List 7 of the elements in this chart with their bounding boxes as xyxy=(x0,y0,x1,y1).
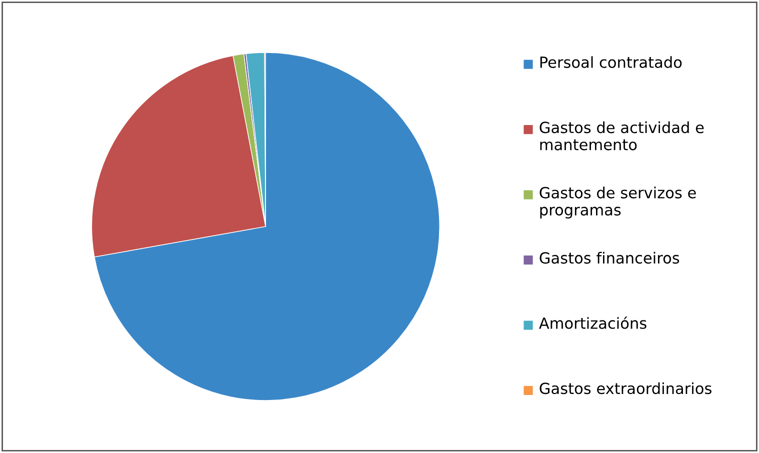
legend-label: Amortizacións xyxy=(539,316,646,329)
legend-label: Gastos de actividad e mantemento xyxy=(540,121,704,150)
legend-label: Gastos financeiros xyxy=(540,252,680,264)
pie-slice xyxy=(94,52,440,401)
legend-label: Gastos extraordinarios xyxy=(540,382,712,394)
legend-label: Persoal contratado xyxy=(540,56,682,68)
legend-label: Gastos de servizos e programas xyxy=(540,186,696,219)
